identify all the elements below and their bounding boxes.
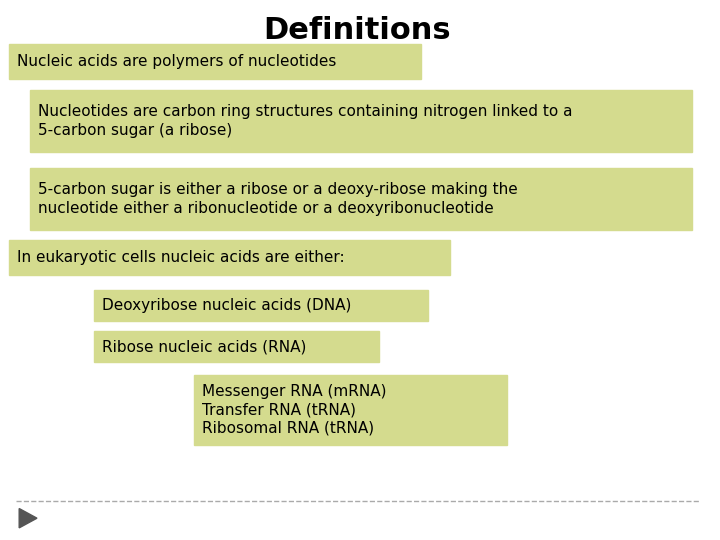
Text: Messenger RNA (mRNA)
Transfer RNA (tRNA)
Ribosomal RNA (tRNA): Messenger RNA (mRNA) Transfer RNA (tRNA)… <box>202 383 387 436</box>
FancyBboxPatch shape <box>9 44 421 79</box>
FancyBboxPatch shape <box>194 375 507 444</box>
FancyBboxPatch shape <box>94 331 379 362</box>
Text: 5-carbon sugar is either a ribose or a deoxy-ribose making the
nucleotide either: 5-carbon sugar is either a ribose or a d… <box>38 182 518 215</box>
Text: Ribose nucleic acids (RNA): Ribose nucleic acids (RNA) <box>102 339 307 354</box>
FancyBboxPatch shape <box>94 290 428 321</box>
Text: Deoxyribose nucleic acids (DNA): Deoxyribose nucleic acids (DNA) <box>102 298 352 313</box>
Text: Definitions: Definitions <box>264 16 451 45</box>
FancyBboxPatch shape <box>30 90 692 152</box>
Text: Nucleotides are carbon ring structures containing nitrogen linked to a
5-carbon : Nucleotides are carbon ring structures c… <box>38 104 573 138</box>
Text: Nucleic acids are polymers of nucleotides: Nucleic acids are polymers of nucleotide… <box>17 55 336 69</box>
FancyBboxPatch shape <box>30 168 692 230</box>
Polygon shape <box>19 509 37 528</box>
FancyBboxPatch shape <box>9 240 450 275</box>
Text: In eukaryotic cells nucleic acids are either:: In eukaryotic cells nucleic acids are ei… <box>17 251 345 266</box>
